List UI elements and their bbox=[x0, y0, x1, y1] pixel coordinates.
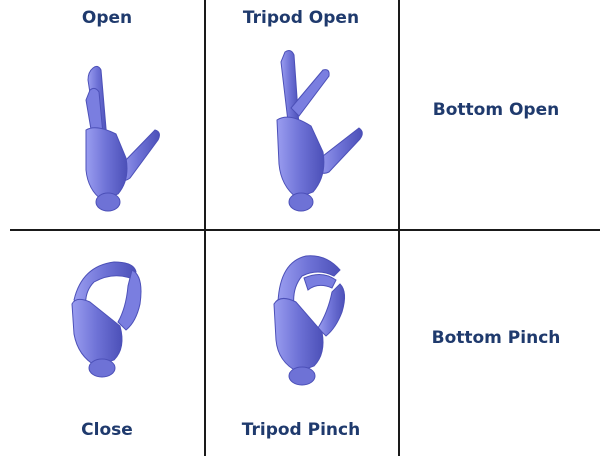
label-close: Close bbox=[81, 420, 133, 440]
hand-close-image bbox=[71, 261, 142, 378]
label-bottom-open: Bottom Open bbox=[432, 100, 560, 120]
label-bottom-pinch: Bottom Pinch bbox=[431, 328, 561, 348]
label-open: Open bbox=[81, 8, 133, 28]
hand-tripod-open-image bbox=[276, 50, 363, 212]
grid-divider-horizontal bbox=[10, 229, 600, 231]
label-tripod-open: Tripod Open bbox=[242, 8, 360, 28]
grid-divider-vertical-2 bbox=[398, 0, 400, 456]
grid-divider-vertical-1 bbox=[204, 0, 206, 456]
hand-tripod-pinch-image bbox=[273, 255, 346, 386]
hand-open-image bbox=[85, 65, 160, 212]
label-tripod-pinch: Tripod Pinch bbox=[241, 420, 361, 440]
